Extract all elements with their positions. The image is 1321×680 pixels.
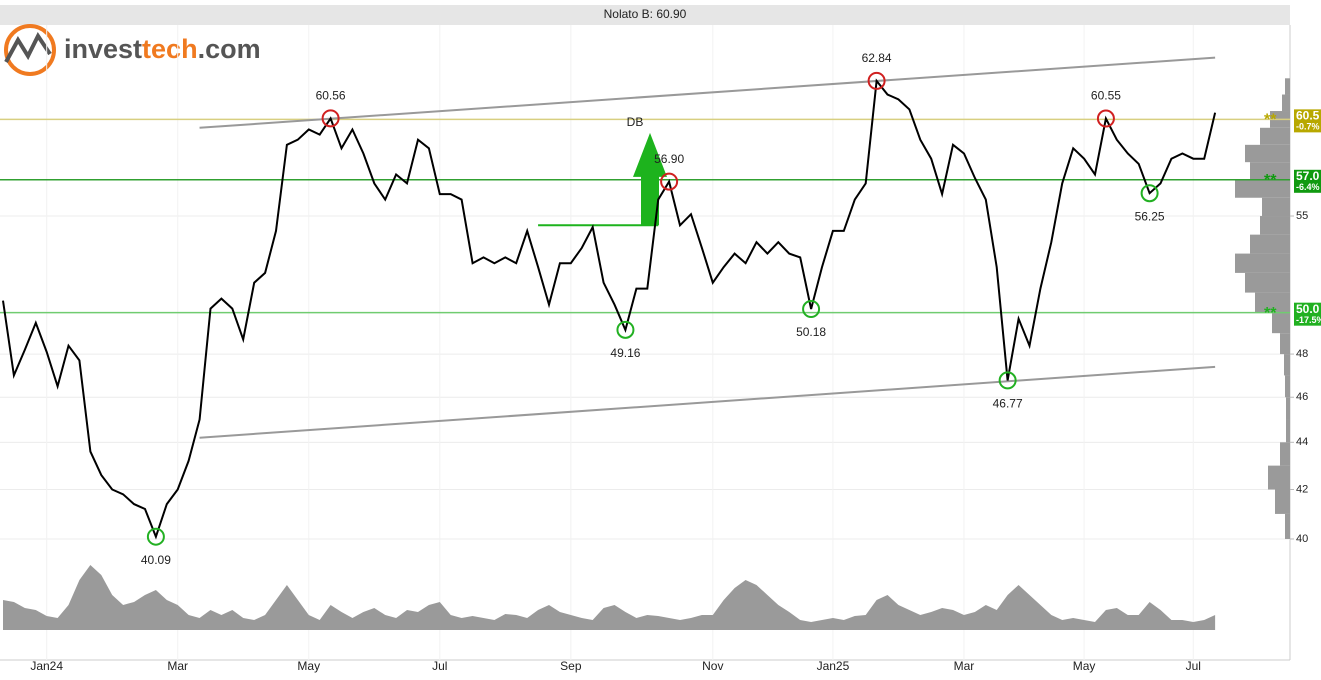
histogram-bar bbox=[1235, 179, 1290, 198]
x-tick-label: May bbox=[1073, 659, 1096, 673]
trend-line bbox=[199, 365, 1216, 439]
pivot-circle bbox=[1140, 184, 1159, 203]
histogram-bar bbox=[1280, 442, 1290, 466]
logo-part: tech bbox=[142, 34, 198, 64]
histogram-bar bbox=[1250, 162, 1290, 180]
logo-zigzag bbox=[4, 32, 52, 63]
level-change: -17.5% bbox=[1296, 315, 1321, 325]
x-tick-label: Mar bbox=[167, 659, 188, 673]
histogram-bar bbox=[1262, 197, 1290, 217]
y-tick-label: 55 bbox=[1296, 210, 1308, 222]
level-change: -6.4% bbox=[1296, 182, 1320, 192]
volume-area bbox=[3, 565, 1216, 630]
histogram-bar bbox=[1272, 312, 1290, 334]
level-box bbox=[1294, 109, 1321, 133]
histogram-bar bbox=[1280, 333, 1290, 355]
histogram-bar bbox=[1245, 144, 1290, 163]
pivot-label: 46.77 bbox=[993, 397, 1023, 411]
price-line bbox=[2, 78, 1217, 540]
histogram-bar bbox=[1260, 127, 1290, 145]
pattern-label: DB bbox=[627, 115, 644, 129]
logo-part: invest bbox=[64, 34, 142, 64]
x-tick-label: Jul bbox=[1186, 659, 1201, 673]
histogram-bar bbox=[1235, 253, 1290, 273]
logo: investtech.com bbox=[4, 24, 261, 76]
logo-ring bbox=[4, 24, 56, 76]
pivot-label: 62.84 bbox=[862, 51, 892, 65]
level-marker: ** bbox=[1264, 305, 1277, 322]
y-tick-label: 48 bbox=[1296, 348, 1308, 360]
level-label: 60.5 bbox=[1296, 109, 1320, 123]
histogram-bar bbox=[1285, 513, 1290, 539]
pivot-label: 40.09 bbox=[141, 553, 171, 567]
pivot-circle bbox=[867, 71, 886, 90]
y-tick-label: 44 bbox=[1296, 436, 1308, 448]
pivot-label: 60.55 bbox=[1091, 89, 1121, 103]
histogram-bar bbox=[1285, 375, 1290, 398]
histogram-bar bbox=[1286, 419, 1290, 443]
pivot-circle bbox=[802, 300, 821, 319]
level-box bbox=[1294, 169, 1321, 193]
x-tick-label: Jan24 bbox=[30, 659, 63, 673]
pivot-circle bbox=[146, 527, 165, 546]
logo-part: .com bbox=[198, 34, 261, 64]
x-tick-label: Nov bbox=[702, 659, 723, 673]
histogram-bar bbox=[1284, 354, 1290, 376]
pivot-label: 60.56 bbox=[316, 89, 346, 103]
x-tick-label: Jan25 bbox=[817, 659, 850, 673]
histogram-bar bbox=[1260, 216, 1290, 235]
y-tick-label: 46 bbox=[1296, 391, 1308, 403]
pivot-circle bbox=[1096, 109, 1115, 128]
histogram-bar bbox=[1285, 78, 1290, 95]
level-label: 50.0 bbox=[1296, 302, 1320, 316]
level-label: 57.0 bbox=[1296, 169, 1320, 183]
histogram-bar bbox=[1255, 292, 1290, 313]
histogram-bar bbox=[1250, 234, 1290, 254]
pivot-circle bbox=[660, 172, 679, 191]
logo-text: investtech.com bbox=[64, 34, 261, 64]
histogram-bar bbox=[1245, 272, 1290, 293]
pivot-label: 56.25 bbox=[1135, 209, 1165, 223]
pivot-circle bbox=[321, 109, 340, 128]
title-bar bbox=[0, 5, 1290, 25]
level-change: -0.7% bbox=[1296, 122, 1320, 132]
x-tick-label: Sep bbox=[560, 659, 582, 673]
pivot-label: 50.18 bbox=[796, 325, 826, 339]
histogram-bar bbox=[1275, 489, 1290, 514]
y-tick-label: 40 bbox=[1296, 533, 1308, 545]
x-tick-label: May bbox=[297, 659, 320, 673]
histogram-bar bbox=[1282, 94, 1290, 112]
x-tick-label: Jul bbox=[432, 659, 447, 673]
trend-line bbox=[199, 56, 1216, 129]
level-marker: ** bbox=[1264, 112, 1277, 129]
histogram-bar bbox=[1286, 397, 1290, 420]
x-tick-label: Mar bbox=[954, 659, 975, 673]
chart-title: Nolato B: 60.90 bbox=[604, 7, 687, 21]
level-marker: ** bbox=[1264, 172, 1277, 189]
pivot-circle bbox=[616, 320, 635, 339]
y-tick-label: 42 bbox=[1296, 483, 1308, 495]
level-box bbox=[1294, 302, 1321, 326]
pivot-circle bbox=[998, 371, 1017, 390]
pivot-label: 56.90 bbox=[654, 152, 684, 166]
pivot-label: 49.16 bbox=[610, 346, 640, 360]
histogram-bar bbox=[1268, 465, 1290, 490]
